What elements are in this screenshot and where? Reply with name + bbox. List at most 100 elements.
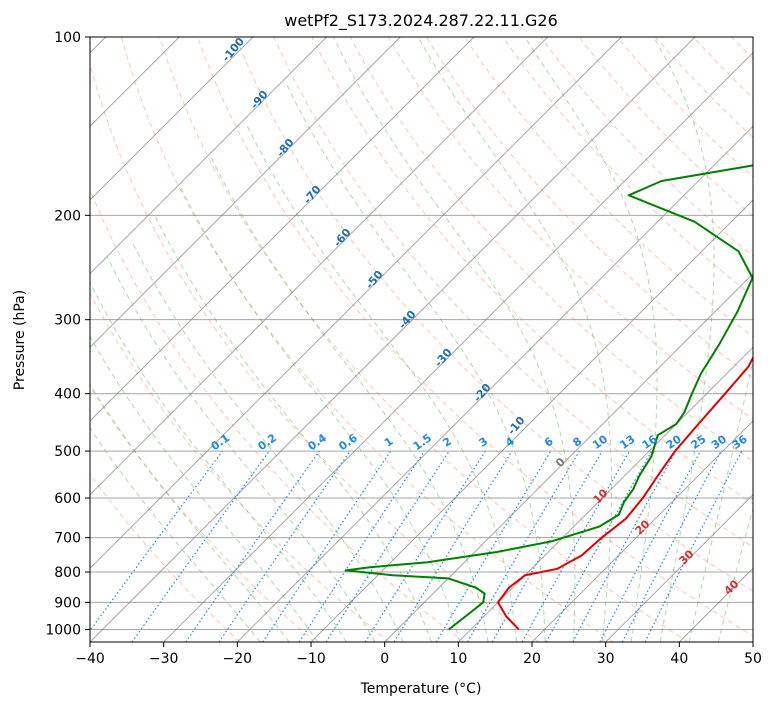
isotherm-line: [90, 37, 401, 349]
isotherm-line: [90, 37, 254, 201]
moist-adiabat-line: [90, 427, 261, 642]
mixing-ratio-line: [325, 450, 450, 642]
dry-adiabat-label: -20: [471, 381, 494, 405]
isotherm-line: [605, 493, 753, 642]
mixing-ratio-line: [599, 450, 702, 642]
chart-title: wetPf2_S173.2024.287.22.11.G26: [284, 11, 558, 31]
moist-adiabat-line: [688, 358, 753, 642]
y-tick-label: 900: [54, 595, 81, 611]
mixing-ratio-label: 2: [440, 435, 454, 450]
x-tick-label: −30: [149, 651, 179, 667]
x-tick-label: 40: [670, 651, 688, 667]
moist-adiabat-line: [130, 239, 404, 642]
isotherm-line: [90, 37, 475, 422]
dry-adiabat-line: [311, 37, 753, 505]
dry-adiabat-line: [90, 188, 465, 642]
moist-adiabat-label: 10: [591, 486, 611, 506]
mixing-ratio-line: [521, 450, 631, 642]
mixing-ratio-label: 3: [477, 435, 491, 450]
dry-adiabat-label: -90: [248, 88, 271, 112]
moist-adiabat-line: [90, 281, 347, 642]
dry-adiabat-line: [90, 62, 540, 642]
dry-adiabat-line: [464, 37, 753, 338]
dry-adiabat-label: -100: [219, 35, 247, 65]
moist-adiabat-line: [524, 37, 658, 642]
dry-adiabat-line: [654, 37, 753, 139]
y-tick-label: 400: [54, 387, 81, 403]
isotherm-line: [236, 125, 753, 642]
moist-adiabat-label: 30: [677, 547, 697, 567]
mixing-ratio-line: [185, 450, 320, 642]
moist-adiabat-line: [106, 256, 376, 642]
x-tick-label: 10: [449, 651, 467, 667]
moist-adiabat-line: [90, 335, 319, 642]
isotherm-line: [90, 37, 696, 642]
mixing-ratio-line: [435, 450, 552, 642]
x-tick-label: −10: [296, 651, 326, 667]
mixing-ratio-line: [262, 450, 392, 642]
y-axis-label: Pressure (hPa): [12, 290, 28, 390]
dry-adiabat-label: -70: [301, 183, 324, 207]
dry-adiabat-label: -30: [432, 346, 455, 370]
sounding-series: [344, 164, 753, 631]
y-tick-label: 1000: [45, 622, 81, 638]
temperature-line: [496, 355, 753, 631]
dewpoint-line: [344, 164, 753, 631]
mixing-ratio-label: 10: [590, 432, 610, 452]
mixing-ratio-label: 13: [617, 433, 637, 452]
mixing-ratio-label: 36: [730, 432, 750, 452]
dry-adiabat-label: -80: [274, 136, 297, 160]
x-tick-label: −40: [75, 651, 105, 667]
mixing-ratio-label: 20: [664, 432, 684, 452]
plot-frame: [89, 36, 754, 643]
moist-adiabat-line: [285, 83, 546, 642]
mixing-ratio-label: 1: [382, 435, 396, 450]
y-tick-label: 600: [54, 491, 81, 507]
dry-adiabat-line: [120, 37, 614, 642]
y-tick-label: 800: [54, 565, 81, 581]
y-tick-label: 500: [54, 444, 81, 460]
mixing-ratio-line: [90, 450, 223, 632]
background-lines: [90, 37, 775, 642]
dry-adiabat-line: [90, 385, 316, 642]
isotherm-line: [531, 420, 753, 642]
moist-adiabat-line: [180, 188, 461, 642]
x-tick-label: 30: [597, 651, 615, 667]
x-tick-label: 50: [744, 651, 762, 667]
y-tick-label: 100: [54, 30, 81, 46]
dry-adiabat-label: -40: [396, 308, 419, 332]
mixing-ratio-label: 6: [542, 435, 556, 450]
x-tick-label: −20: [223, 651, 253, 667]
isotherm-line: [90, 37, 622, 570]
mixing-ratio-line: [298, 450, 425, 642]
dry-adiabat-line: [692, 37, 753, 99]
y-tick-label: 700: [54, 531, 81, 547]
isotherm-line: [752, 641, 753, 642]
mixing-ratio-line: [644, 450, 743, 642]
isotherm-line: [678, 567, 753, 642]
y-tick-label: 200: [54, 208, 81, 224]
x-axis: −40 −30 −20 −10 0 10 20 30 40 50: [75, 642, 762, 667]
x-axis-label: Temperature (°C): [360, 681, 482, 697]
dry-adiabat-label: -10: [505, 414, 528, 438]
mixing-ratio-label: 25: [689, 433, 709, 452]
isotherm-line: [384, 272, 753, 642]
x-tick-label: 0: [380, 651, 389, 667]
dry-adiabat-label: -50: [363, 268, 386, 292]
dry-adiabat-line: [349, 37, 753, 462]
dry-adiabat-line: [159, 37, 689, 642]
dry-adiabat-line: [387, 37, 753, 420]
mixing-ratio-line: [218, 450, 351, 642]
mixing-ratio-label: 1.5: [411, 431, 434, 453]
dry-adiabat-line: [770, 37, 775, 642]
isotherm-line: [90, 37, 549, 496]
isotherm-line: [163, 51, 753, 642]
moist-adiabat-line: [154, 215, 432, 642]
moist-adiabat-line: [653, 37, 715, 642]
mixing-ratio-label: 30: [709, 432, 729, 452]
isotherm-line: [90, 37, 328, 275]
isotherm-line: [457, 346, 753, 642]
mixing-ratio-line: [545, 450, 653, 642]
dry-adiabat-line: [90, 292, 390, 642]
